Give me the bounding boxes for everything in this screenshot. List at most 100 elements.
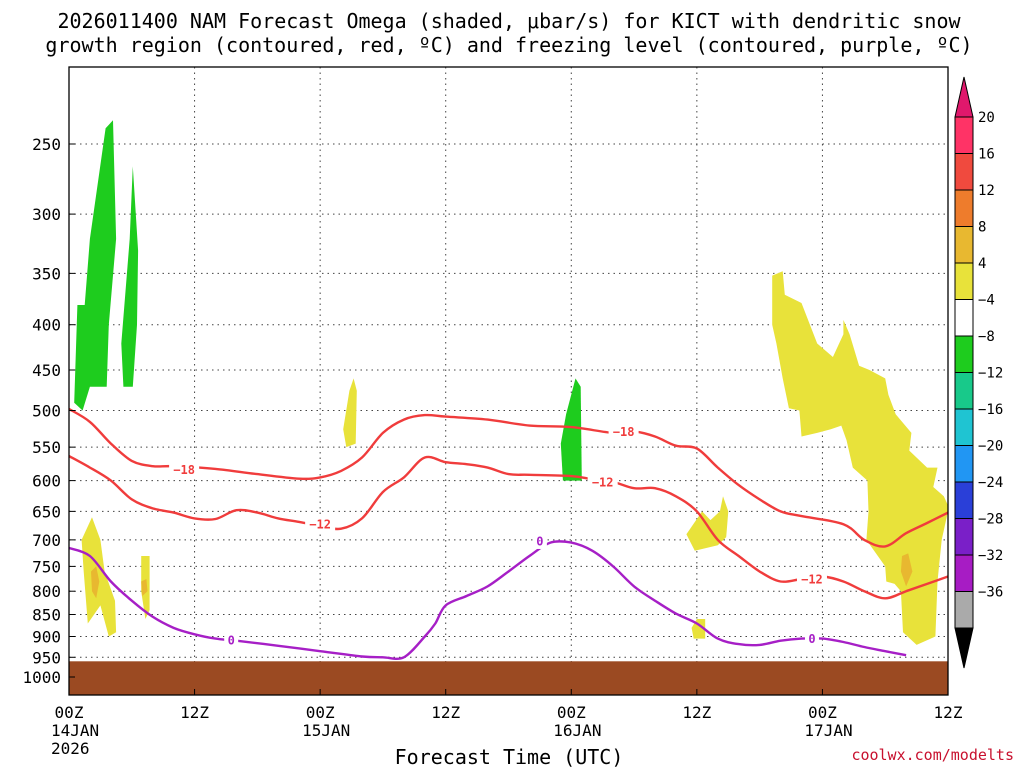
title-line-1: 2026011400 NAM Forecast Omega (shaded, μ… bbox=[57, 9, 961, 33]
colorbar-label-10: −24 bbox=[978, 475, 1003, 491]
colorbar-band-4 bbox=[954, 262, 974, 300]
colorbar-band-3 bbox=[954, 226, 974, 264]
y-tick-label-500: 500 bbox=[32, 402, 61, 421]
colorbar-label-7: −12 bbox=[978, 366, 1003, 382]
colorbar-band-10 bbox=[954, 481, 974, 519]
x-tick-label-36-0: 12Z bbox=[431, 703, 460, 722]
contour-label-1-2: −12 bbox=[801, 572, 823, 586]
colorbar-label-6: −8 bbox=[978, 329, 995, 345]
omega-region-1-5 bbox=[772, 271, 948, 645]
ground-layer bbox=[69, 661, 948, 695]
y-tick-label-950: 950 bbox=[32, 648, 61, 667]
colorbar-band-11 bbox=[954, 518, 974, 556]
contour-label-bg-1-1 bbox=[587, 473, 618, 490]
x-tick-label-0-2: 2026 bbox=[51, 739, 90, 758]
contour-line-2 bbox=[69, 540, 907, 661]
colorbar-band-5 bbox=[954, 299, 974, 337]
colorbar-label-4: 4 bbox=[978, 256, 986, 272]
x-tick-label-12-0: 12Z bbox=[180, 703, 209, 722]
contour-labels: −18 −18 −12 −12 −12 0 0 0 bbox=[169, 423, 827, 648]
x-tick-label-72-0: 00Z bbox=[808, 703, 837, 722]
omega-region-2-0 bbox=[91, 566, 100, 599]
source-credit: coolwx.com/modelts bbox=[851, 746, 1014, 764]
y-tick-label-1000: 1000 bbox=[22, 668, 61, 687]
omega-region-1-2 bbox=[343, 378, 357, 448]
colorbar-band-9 bbox=[954, 445, 974, 483]
colorbar-band-6 bbox=[954, 335, 974, 373]
y-tick-label-400: 400 bbox=[32, 316, 61, 335]
y-tick-label-300: 300 bbox=[32, 205, 61, 224]
x-tick-label-0-1: 14JAN bbox=[51, 721, 99, 740]
y-tick-label-450: 450 bbox=[32, 361, 61, 380]
omega-region-1-0 bbox=[81, 517, 117, 637]
x-tick-label-60-0: 12Z bbox=[682, 703, 711, 722]
colorbar-label-5: −4 bbox=[978, 293, 995, 309]
omega-region-1-4 bbox=[691, 619, 706, 639]
colorbar-label-0: 20 bbox=[978, 110, 995, 126]
contour-label-bg-2-0 bbox=[224, 631, 239, 648]
omega-region-2-2 bbox=[900, 553, 913, 587]
colorbar-band-0 bbox=[954, 116, 974, 154]
contour-label-bg-2-2 bbox=[804, 630, 819, 647]
y-tick-label-900: 900 bbox=[32, 627, 61, 646]
contour-label-bg-1-2 bbox=[796, 570, 827, 587]
contour-label-2-2: 0 bbox=[808, 632, 815, 646]
x-tick-label-0-0: 00Z bbox=[55, 703, 84, 722]
colorbar-band-12 bbox=[954, 554, 974, 592]
colorbar-label-8: −16 bbox=[978, 402, 1003, 418]
colorbar-band-13 bbox=[954, 591, 974, 629]
contour-lines bbox=[69, 407, 948, 661]
title-line-2: growth region (contoured, red, ºC) and f… bbox=[45, 33, 972, 57]
omega-region-0-0 bbox=[74, 120, 117, 411]
x-tick-label-24-0: 00Z bbox=[306, 703, 335, 722]
contour-label-2-1: 0 bbox=[536, 534, 543, 548]
contour-line-0 bbox=[69, 407, 948, 548]
contour-label-1-0: −12 bbox=[309, 518, 331, 532]
contour-label-bg-0-1 bbox=[608, 423, 639, 440]
colorbar-band-1 bbox=[954, 153, 974, 191]
contour-label-bg-1-0 bbox=[305, 516, 336, 533]
omega-shading bbox=[74, 120, 948, 645]
contour-label-2-0: 0 bbox=[228, 633, 235, 647]
colorbar-label-1: 16 bbox=[978, 147, 995, 163]
y-tick-label-700: 700 bbox=[32, 531, 61, 550]
y-tick-label-600: 600 bbox=[32, 472, 61, 491]
omega-region-0-2 bbox=[560, 378, 582, 481]
colorbar-label-3: 8 bbox=[978, 220, 986, 236]
ground-fill bbox=[69, 661, 948, 695]
colorbar-bottom-arrow bbox=[954, 627, 974, 669]
colorbar-top-arrow bbox=[954, 76, 974, 118]
plot-frame bbox=[68, 66, 949, 696]
colorbar-band-2 bbox=[954, 189, 974, 227]
colorbar-label-11: −28 bbox=[978, 512, 1003, 528]
colorbar-label-12: −32 bbox=[978, 548, 1003, 564]
x-tick-label-72-1: 17JAN bbox=[804, 721, 852, 740]
y-tick-label-250: 250 bbox=[32, 135, 61, 154]
contour-label-1-1: −12 bbox=[592, 475, 614, 489]
colorbar-label-13: −36 bbox=[978, 585, 1003, 601]
y-tick-label-650: 650 bbox=[32, 502, 61, 521]
y-tick-label-750: 750 bbox=[32, 557, 61, 576]
x-tick-label-48-0: 00Z bbox=[557, 703, 586, 722]
y-axis-ticks: 250 300 350 400 450 500 550 600 650 700 750 800 850 9… bbox=[22, 135, 75, 687]
x-axis-title: Forecast Time (UTC) bbox=[395, 745, 624, 768]
y-tick-label-550: 550 bbox=[32, 438, 61, 457]
omega-region-0-1 bbox=[121, 166, 139, 387]
colorbar-band-8 bbox=[954, 408, 974, 446]
contour-label-0-0: −18 bbox=[173, 463, 195, 477]
colorbar-band-7 bbox=[954, 372, 974, 410]
x-tick-label-24-1: 15JAN bbox=[302, 721, 350, 740]
omega-region-2-1 bbox=[141, 579, 148, 596]
y-tick-label-850: 850 bbox=[32, 606, 61, 625]
colorbar-label-2: 12 bbox=[978, 183, 995, 199]
contour-label-bg-2-1 bbox=[532, 532, 547, 549]
colorbar-label-9: −20 bbox=[978, 439, 1003, 455]
x-tick-label-84-0: 12Z bbox=[934, 703, 963, 722]
contour-label-0-1: −18 bbox=[613, 425, 635, 439]
y-tick-label-800: 800 bbox=[32, 582, 61, 601]
chart-title: 2026011400 NAM Forecast Omega (shaded, μ… bbox=[45, 9, 972, 57]
contour-label-bg-0-0 bbox=[169, 461, 200, 478]
x-tick-label-48-1: 16JAN bbox=[553, 721, 601, 740]
